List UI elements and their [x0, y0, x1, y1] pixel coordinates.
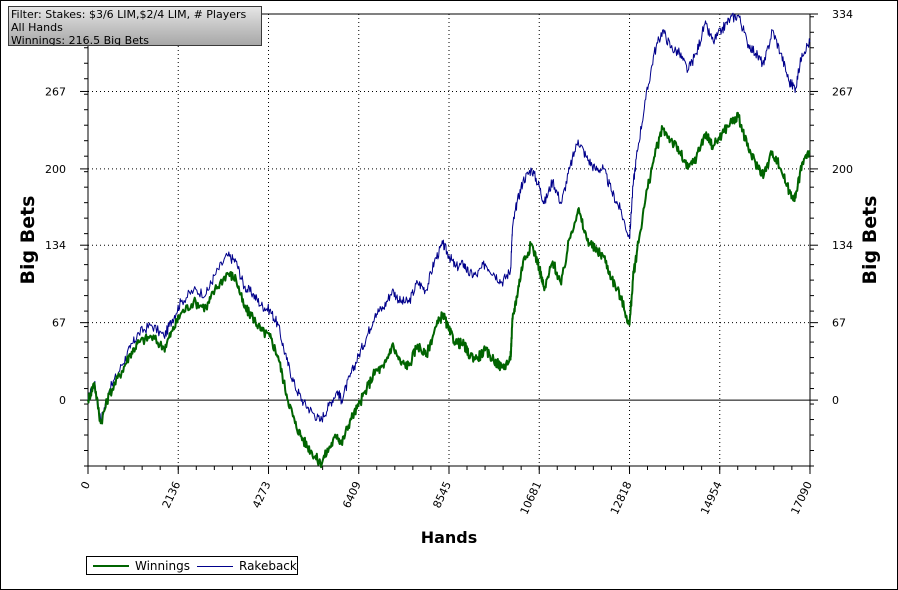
- x-tick-label: 10681: [518, 479, 545, 516]
- y-tick-label-right: 67: [832, 317, 846, 330]
- x-tick-label: 12818: [608, 479, 635, 516]
- x-tick-label: 4273: [250, 479, 274, 510]
- y-tick-label-left: 134: [45, 239, 66, 252]
- y-tick-label-right: 267: [832, 85, 853, 98]
- legend-item-rakeback: Rakeback: [197, 559, 297, 573]
- legend-item-winnings: Winnings: [93, 559, 190, 573]
- winnings-summary-text: Winnings: 216.5 Big Bets: [11, 34, 150, 46]
- x-tick-label: 14954: [698, 479, 725, 516]
- y-tick-label-left: 267: [45, 85, 66, 98]
- x-tick-label: 0: [78, 479, 93, 491]
- x-tick-label: 6409: [340, 479, 364, 510]
- hands-text: All Hands: [11, 21, 63, 34]
- series-line-winnings: [87, 111, 811, 469]
- y-tick-label-right: 200: [832, 163, 853, 176]
- legend-label-winnings: Winnings: [135, 559, 190, 573]
- x-tick-label: 8545: [430, 479, 454, 510]
- y-tick-label-right: 134: [832, 239, 853, 252]
- y-axis-label-right: Big Bets: [859, 196, 881, 285]
- filter-info-box: Filter: Stakes: $3/6 LIM,$2/4 LIM, # Pla…: [8, 6, 262, 46]
- x-axis-label: Hands: [421, 528, 478, 547]
- legend-label-rakeback: Rakeback: [239, 559, 297, 573]
- y-tick-label-left: 200: [45, 163, 66, 176]
- series-line-rakeback: [87, 12, 811, 423]
- legend-swatch-winnings: [93, 565, 129, 567]
- y-tick-label-right: 334: [832, 8, 853, 21]
- filter-text: Filter: Stakes: $3/6 LIM,$2/4 LIM, # Pla…: [11, 8, 247, 21]
- x-tick-label: 2136: [160, 479, 184, 510]
- chart-legend: Winnings Rakeback: [86, 556, 298, 575]
- x-tick-label: 17090: [788, 479, 815, 516]
- y-tick-label-right: 0: [832, 394, 839, 407]
- legend-swatch-rakeback: [197, 565, 233, 567]
- y-tick-label-left: 67: [52, 317, 66, 330]
- y-axis-label-left: Big Bets: [17, 196, 39, 285]
- y-tick-label-left: 0: [59, 394, 66, 407]
